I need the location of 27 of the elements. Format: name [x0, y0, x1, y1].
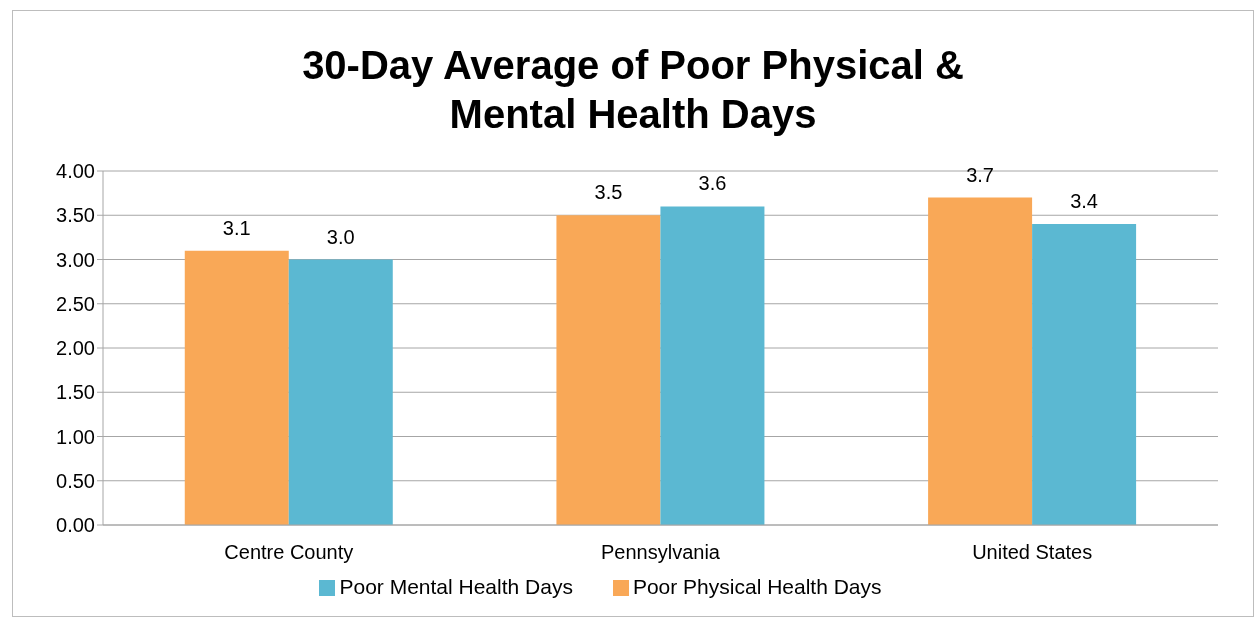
legend-label: Poor Physical Health Days	[632, 575, 882, 598]
data-label: 3.1	[222, 216, 251, 239]
legend-label: Poor Mental Health Days	[339, 575, 573, 598]
data-label: 3.7	[966, 163, 995, 186]
bar	[288, 259, 393, 525]
data-label: 3.4	[1070, 190, 1099, 213]
y-tick-label: 0.50	[56, 469, 95, 492]
x-tick-label: Centre County	[224, 541, 354, 564]
y-tick-label: 3.50	[56, 204, 95, 227]
data-label: 3.5	[594, 181, 623, 204]
y-tick-label: 3.00	[56, 248, 95, 271]
bar	[660, 206, 765, 525]
y-tick-label: 2.00	[56, 337, 95, 360]
y-tick-label: 0.00	[56, 514, 95, 537]
data-label: 3.0	[326, 225, 355, 248]
bar	[556, 215, 661, 525]
x-tick-label: United States	[972, 541, 1093, 564]
bar	[184, 250, 289, 525]
y-tick-label: 2.50	[56, 292, 95, 315]
y-tick-label: 1.50	[56, 381, 95, 404]
y-tick-label: 4.00	[56, 160, 95, 183]
bar	[928, 197, 1033, 525]
bar	[1032, 224, 1137, 525]
x-tick-label: Pennsylvania	[601, 541, 721, 564]
y-tick-label: 1.00	[56, 425, 95, 448]
chart-title: 30-Day Average of Poor Physical & Mental Health Days	[301, 42, 965, 138]
data-label: 3.6	[698, 172, 727, 195]
